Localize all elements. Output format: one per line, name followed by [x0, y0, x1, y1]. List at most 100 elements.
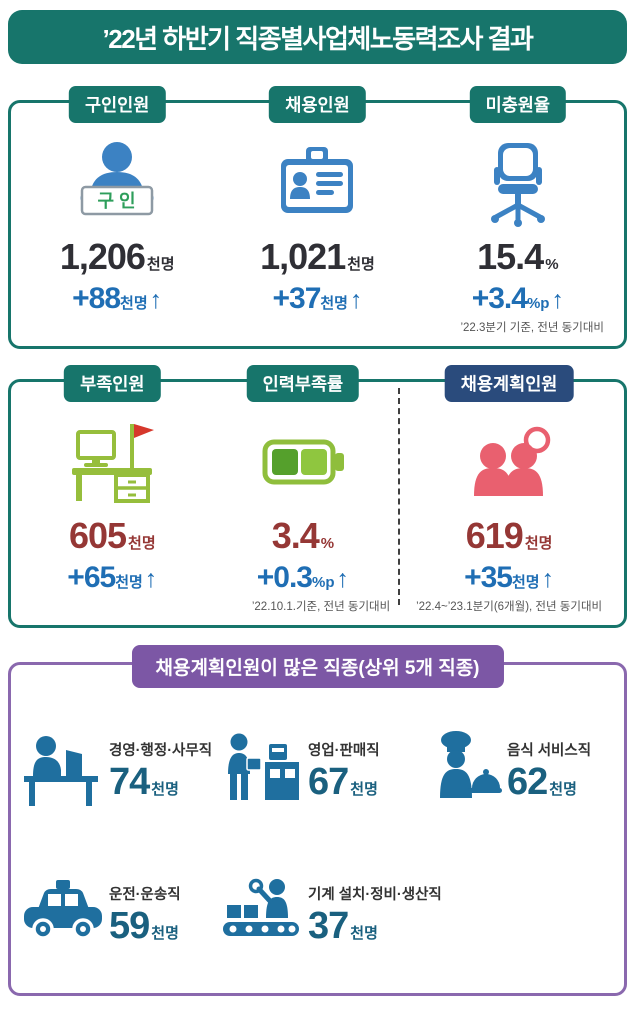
change-unit: 천명	[120, 295, 148, 312]
card2-footnote-right: ’22.4~’23.1분기(6개월), 전년 동기대비	[416, 600, 603, 613]
up-arrow-icon: ↑	[551, 286, 564, 314]
hires-badge: 채용인원	[269, 86, 366, 123]
job-value-unit: 천명	[549, 780, 577, 798]
top-jobs-title-badge: 채용계획인원이 많은 직종(상위 5개 직종)	[131, 644, 504, 688]
change-number: +37	[272, 282, 321, 315]
hiring-plan-group: 채용계획인원 619 천명	[400, 364, 618, 619]
shortage-rate-change: +0.3%p↑	[257, 562, 350, 593]
card-shortage-stats: 부족인원	[8, 364, 627, 628]
job-value: 67 천명	[308, 763, 380, 801]
battery-icon	[257, 414, 349, 510]
value-number: 15.4	[477, 236, 544, 277]
job-text: 경영·행정·사무직 74 천명	[109, 739, 212, 801]
up-arrow-icon: ↑	[149, 286, 163, 314]
job-label: 경영·행정·사무직	[109, 742, 213, 759]
job-label: 영업·판매직	[308, 742, 380, 759]
card-top-jobs: 채용계획인원이 많은 직종(상위 5개 직종) 경영·행정·사무직	[8, 644, 627, 996]
value-number: 605	[68, 514, 127, 556]
dashed-divider	[398, 387, 401, 605]
up-arrow-icon: ↑	[349, 286, 363, 314]
hiring-plan-change: +35천명↑	[464, 560, 555, 594]
job-value-number: 62	[507, 760, 548, 803]
stat-shortage: 부족인원	[17, 364, 208, 594]
unfilled-rate-value: 15.4%	[477, 239, 558, 275]
change-number: +35	[464, 560, 513, 594]
job-item-driving: 운전·운송직 59 천명	[19, 861, 218, 967]
shortage-value: 605 천명	[68, 514, 156, 556]
job-value-number: 67	[308, 760, 349, 803]
top-jobs-grid: 경영·행정·사무직 74 천명	[19, 717, 616, 967]
job-value: 62 천명	[507, 763, 591, 801]
card1-footnote: ’22.3분기 기준, 전년 동기대비	[460, 322, 604, 334]
shortage-group: 부족인원	[17, 364, 398, 619]
job-value-unit: 천명	[350, 924, 378, 942]
value-unit: 천명	[347, 256, 375, 273]
job-sign-text: 구인	[98, 191, 141, 211]
change-unit: 천명	[320, 295, 348, 312]
shortage-cols: 부족인원	[17, 364, 398, 594]
desk-computer-icon	[66, 414, 158, 510]
unfilled-rate-badge: 미충원율	[469, 86, 567, 123]
title-banner: ’22년 하반기 직종별사업체노동력조사 결과	[8, 10, 627, 64]
job-text: 영업·판매직 67 천명	[308, 739, 380, 801]
shortage-rate-badge: 인력부족률	[246, 364, 360, 402]
job-value-number: 74	[109, 760, 150, 803]
office-chair-icon	[472, 135, 564, 231]
job-label: 운전·운송직	[109, 886, 181, 903]
stat-hiring-plan: 채용계획인원 619 천명	[400, 364, 618, 594]
job-item-office: 경영·행정·사무직 74 천명	[19, 717, 218, 823]
value-number: 3.4	[271, 514, 320, 556]
change-unit: 천명	[511, 573, 540, 591]
value-unit: %	[545, 256, 559, 273]
job-text: 운전·운송직 59 천명	[109, 883, 181, 945]
job-openings-value: 1,206 천명	[60, 239, 175, 275]
job-item-sales: 영업·판매직 67 천명	[218, 717, 417, 823]
stat-hires: 채용인원 1,021 천명	[217, 86, 417, 315]
stat-job-openings: 구인인원 구인 1,206 천명 +88천명↑	[17, 86, 217, 314]
job-value-unit: 천명	[151, 924, 179, 942]
job-item-food-service: 음식 서비스직 62 천명	[417, 717, 616, 823]
hires-value: 1,021 천명	[260, 239, 375, 275]
job-label: 음식 서비스직	[507, 742, 592, 759]
unfilled-rate-change: +3.4%p↑	[472, 284, 564, 314]
shortage-change: +65천명↑	[67, 560, 158, 594]
value-unit: 천명	[524, 534, 553, 552]
hiring-plan-value: 619 천명	[465, 514, 553, 556]
value-unit: 천명	[128, 534, 156, 552]
change-unit: %p	[312, 573, 335, 591]
chef-icon	[417, 728, 503, 812]
stat-unfilled-rate: 미충원율 15.4%	[418, 86, 618, 314]
value-number: 1,021	[260, 236, 346, 277]
up-arrow-icon: ↑	[541, 564, 555, 593]
job-value: 37 천명	[308, 907, 442, 945]
job-label: 기계 설치·정비·생산직	[308, 886, 442, 903]
sales-clerk-icon	[218, 728, 304, 812]
hiring-plan-badge: 채용계획인원	[444, 364, 574, 402]
value-unit: %	[320, 534, 335, 552]
change-number: +65	[67, 560, 116, 594]
taxi-icon	[19, 879, 105, 949]
hiring-stats-row: 구인인원 구인 1,206 천명 +88천명↑	[17, 86, 618, 315]
job-value-unit: 천명	[350, 780, 378, 798]
card-hiring-stats: 구인인원 구인 1,206 천명 +88천명↑	[8, 86, 627, 349]
job-text: 음식 서비스직 62 천명	[507, 739, 591, 801]
up-arrow-icon: ↑	[144, 564, 158, 593]
job-openings-change: +88천명↑	[72, 284, 162, 314]
job-value-unit: 천명	[151, 780, 179, 798]
job-openings-badge: 구인인원	[68, 86, 166, 123]
up-arrow-icon: ↑	[336, 564, 350, 593]
change-unit: 천명	[115, 573, 143, 591]
change-number: +88	[72, 282, 121, 315]
change-number: +3.4	[471, 282, 528, 315]
job-item-machine: 기계 설치·정비·생산직 37 천명	[218, 861, 442, 967]
job-value: 59 천명	[109, 907, 181, 945]
office-worker-icon	[19, 728, 105, 812]
shortage-badge: 부족인원	[64, 364, 161, 402]
job-text: 기계 설치·정비·생산직 37 천명	[308, 883, 442, 945]
value-number: 619	[465, 514, 524, 556]
card2-footnote-left: ’22.10.1.기준, 전년 동기대비	[251, 600, 391, 613]
people-magnifier-icon	[463, 414, 555, 510]
job-seeker-icon: 구인	[71, 135, 163, 231]
change-unit: %p	[526, 295, 550, 312]
